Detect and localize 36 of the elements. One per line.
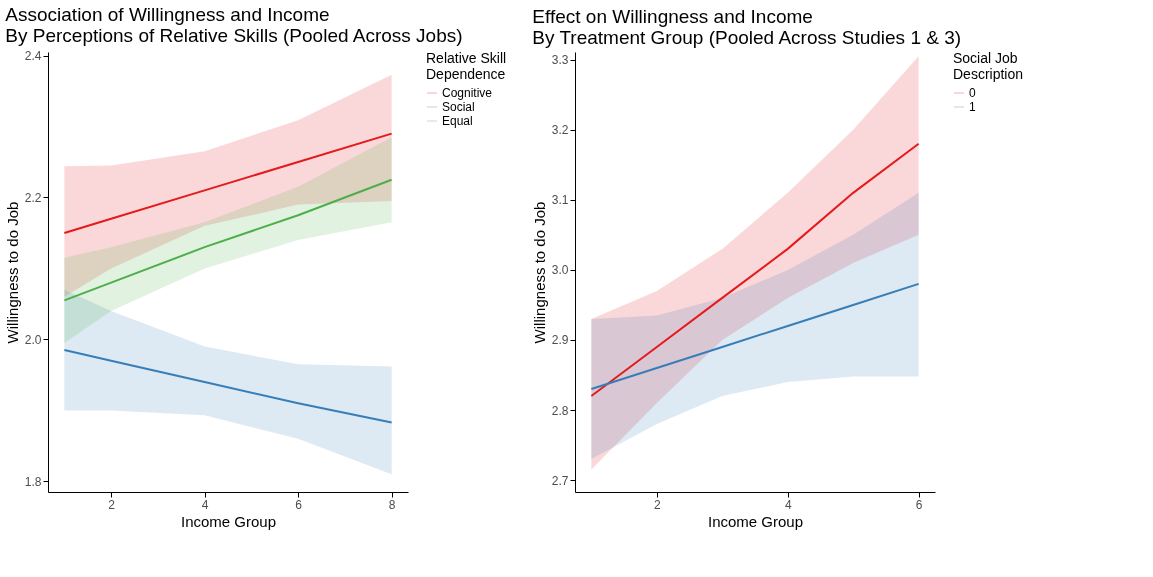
- x-tick-label: 4: [201, 497, 209, 512]
- line-series: [63, 178, 393, 302]
- x-axis-title: Income Group: [180, 512, 277, 530]
- x-tick-label: 6: [915, 497, 923, 512]
- y-axis-title: Willingness to do Job: [3, 201, 21, 344]
- y-tick-label: 2.7: [551, 473, 569, 488]
- x-tick-label: 2: [653, 497, 661, 512]
- y-axis-title: Willingness to do Job: [530, 201, 548, 344]
- x-axis-title: Income Group: [707, 512, 804, 530]
- legend-label: Cognitive: [442, 86, 493, 100]
- line-series: [590, 282, 920, 391]
- y-tick-label: 3.2: [551, 123, 569, 138]
- x-tick-label: 8: [388, 497, 396, 512]
- legend-label: Equal: [442, 114, 473, 128]
- y-tick-label: 2.8: [551, 403, 569, 418]
- y-tick-label: 2.2: [24, 190, 42, 205]
- y-tick-label: 2.4: [24, 49, 42, 64]
- y-tick-label: 3.0: [551, 263, 569, 278]
- x-tick-label: 4: [784, 497, 792, 512]
- y-tick-label: 3.3: [551, 53, 569, 68]
- legend-label: Social: [442, 100, 475, 114]
- chart-title: Association of Willingness and Income By Perceptions of Relative Skills (Pooled Across Jobs): [5, 3, 463, 46]
- legend-label: 0: [969, 86, 976, 100]
- legend-title: Social Job Description: [953, 50, 1024, 82]
- legend-label: 1: [969, 100, 976, 114]
- chart-title: Effect on Willingness and Income By Treatment Group (Pooled Across Studies 1 & 3): [532, 6, 962, 48]
- x-tick-label: 6: [295, 497, 303, 512]
- y-tick-label: 2.0: [24, 332, 42, 347]
- y-tick-label: 1.8: [24, 474, 42, 489]
- y-tick-label: 2.9: [551, 333, 569, 348]
- x-tick-label: 2: [108, 497, 116, 512]
- line-series: [63, 132, 393, 234]
- y-tick-label: 3.1: [551, 193, 569, 208]
- legend-title: Relative Skill Dependence: [426, 50, 507, 82]
- line-series: [590, 142, 920, 398]
- line-series: [63, 349, 393, 424]
